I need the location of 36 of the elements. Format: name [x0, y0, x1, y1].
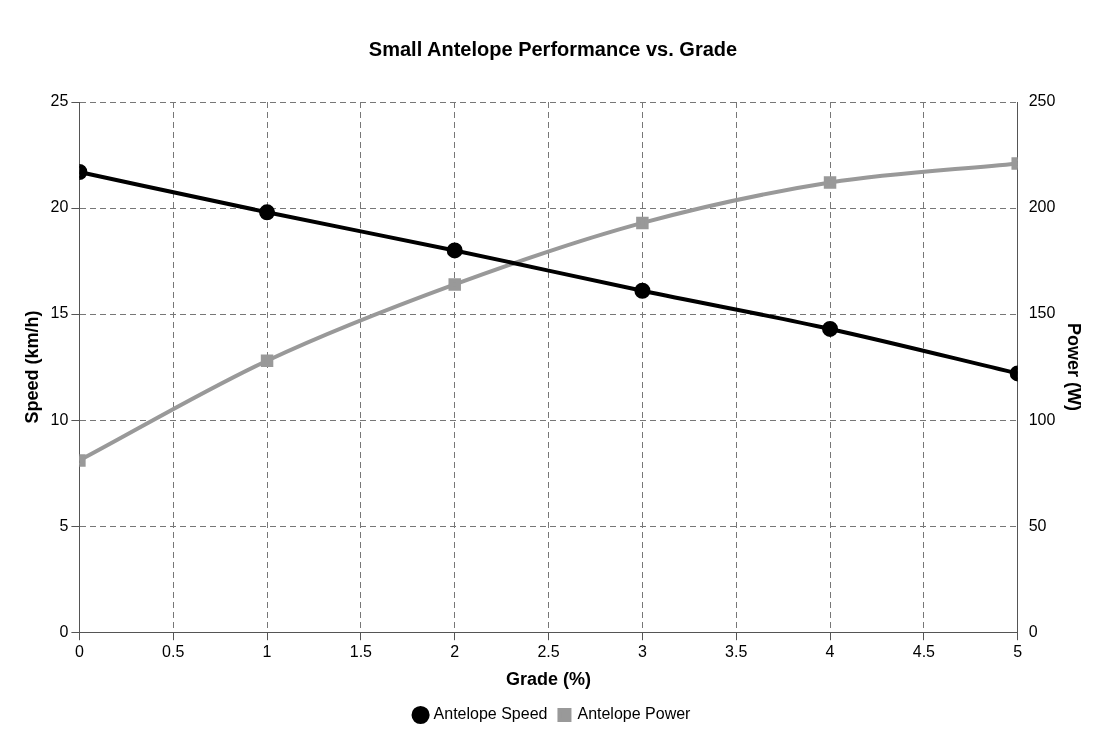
x-tick-label: 3: [637, 643, 647, 661]
x-tick-label: 0: [74, 643, 84, 661]
x-axis-title: Grade (%): [506, 669, 592, 690]
y-tick-label: 20: [50, 198, 69, 216]
x-tick-label: 3.5: [725, 643, 748, 661]
y2-tick-label: 50: [1028, 516, 1047, 534]
point: [636, 216, 649, 230]
legend-label: Antelope Power: [577, 705, 692, 723]
point: [446, 242, 463, 259]
point: [448, 278, 461, 291]
y-tick-label: 15: [50, 304, 69, 322]
y-tick-label: 0: [59, 622, 69, 640]
y2-tick-label: 200: [1028, 198, 1056, 216]
point: [260, 354, 274, 367]
y-tick-label: 5: [59, 516, 69, 534]
x-tick-label: 1: [262, 643, 272, 661]
y2-tick-label: 0: [1028, 622, 1038, 640]
y-tick-label: 10: [50, 410, 69, 428]
x-tick-label: 2.5: [537, 643, 560, 661]
y2-tick-label: 150: [1028, 304, 1056, 322]
y2-tick-label: 100: [1028, 410, 1056, 428]
point: [634, 282, 651, 299]
point: [823, 176, 837, 189]
x-tick-label: 4.5: [912, 643, 936, 661]
legend-label: Antelope Speed: [433, 705, 548, 723]
x-tick-label: 2: [450, 643, 460, 661]
y-axis-title: Speed (km/h): [21, 310, 42, 424]
y-tick-label: 25: [50, 92, 69, 110]
point: [259, 204, 276, 221]
x-tick-label: 5: [1013, 643, 1023, 661]
x-tick-label: 0.5: [162, 643, 185, 661]
chart-title: Small Antelope Performance vs. Grade: [368, 37, 738, 60]
x-tick-label: 4: [825, 643, 835, 661]
x-tick-label: 1.5: [349, 643, 373, 661]
y2-tick-label: 250: [1028, 92, 1056, 110]
y2-axis-title: Power (W): [1064, 323, 1085, 412]
